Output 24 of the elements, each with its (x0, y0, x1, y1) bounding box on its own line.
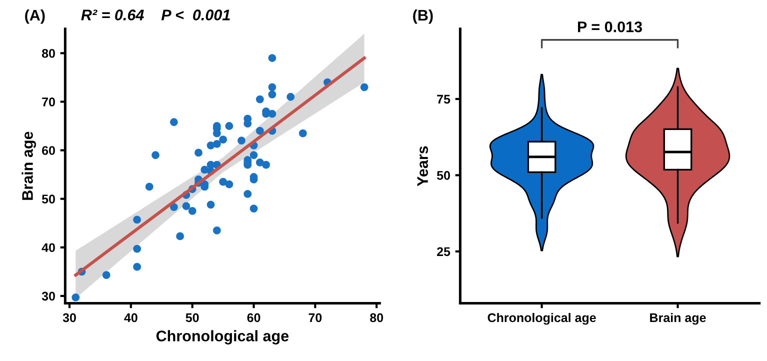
y-axis-title: Years (417, 146, 428, 186)
y-tick-label: 30 (42, 292, 55, 301)
chart-title: (A) (25, 9, 45, 24)
annotation: P = 0.013 (578, 21, 642, 32)
x-tick-label: 40 (124, 313, 138, 322)
x-tick-label: 70 (308, 313, 322, 322)
y-tick-label: 50 (436, 171, 450, 180)
x-axis-title: Chronological age (156, 330, 289, 344)
y-tick-label: 60 (42, 146, 55, 155)
chart-title: (B) (413, 9, 433, 24)
y-tick-label: 40 (42, 243, 55, 252)
text: R² = 0.64 P < 0.001 (81, 10, 230, 20)
x-tick-label: 60 (247, 313, 260, 322)
y-tick-label: 75 (437, 94, 450, 104)
y-tick-label: 80 (42, 48, 55, 58)
x-tick-label: Chronological age (488, 312, 596, 325)
x-tick-label: Brain age (650, 312, 706, 325)
x-tick-label: 80 (370, 313, 384, 322)
x-tick-label: 30 (62, 313, 76, 322)
y-axis-title: Brain age (22, 132, 36, 200)
x-tick-label: 50 (186, 313, 199, 322)
y-tick-label: 25 (437, 247, 450, 256)
y-tick-label: 50 (42, 194, 55, 204)
y-tick-label: 70 (42, 98, 55, 106)
